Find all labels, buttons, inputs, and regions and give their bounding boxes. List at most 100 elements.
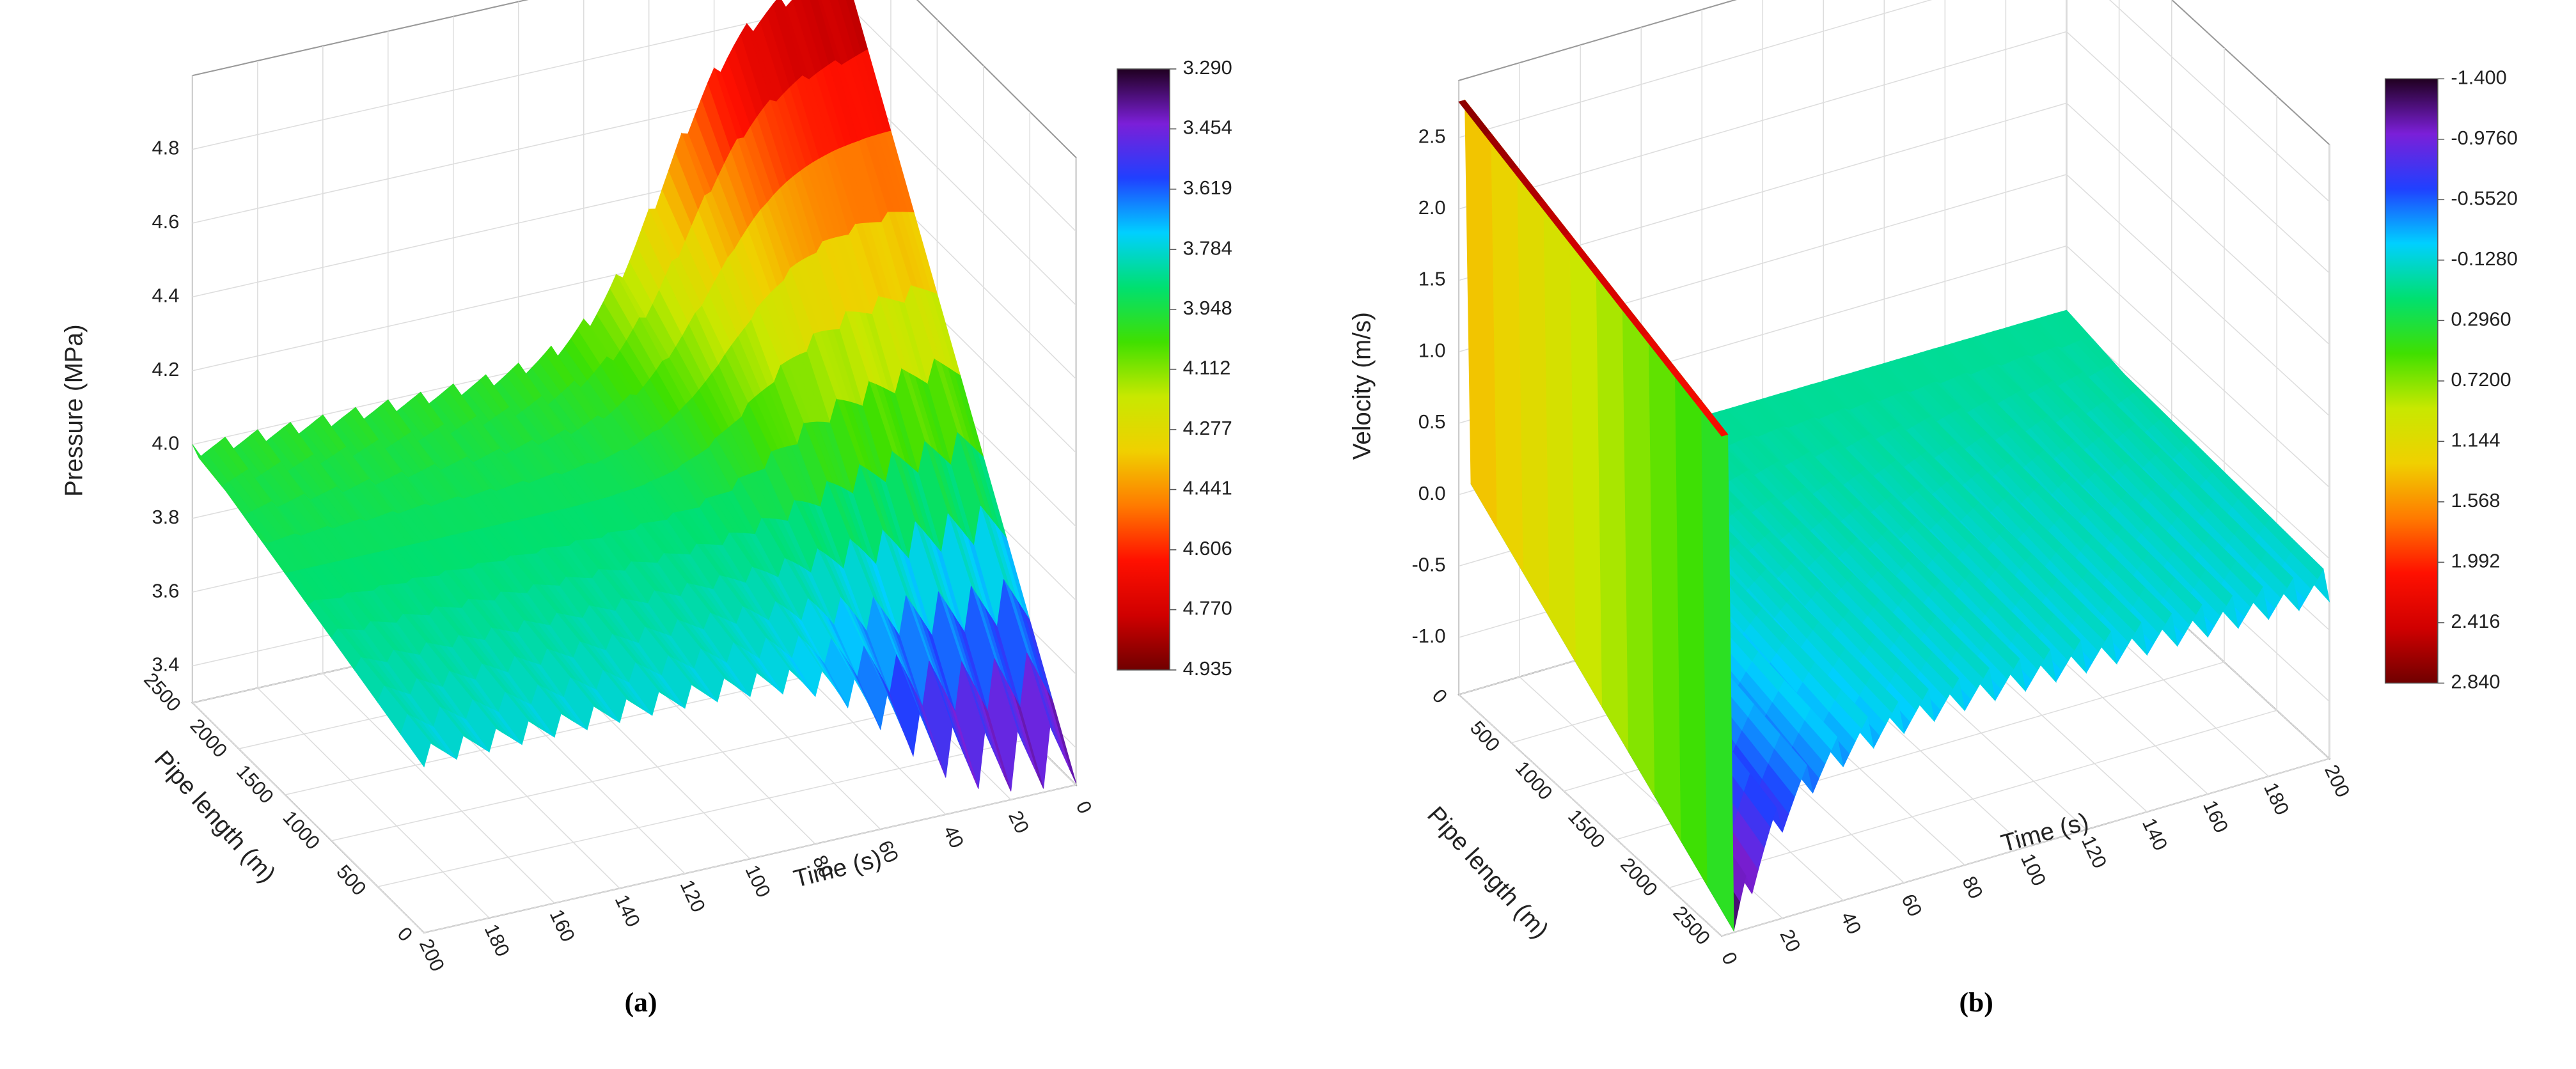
x-tick-label: 120 bbox=[676, 877, 710, 916]
x-tick-label: 20 bbox=[1004, 808, 1033, 837]
colorbar-tick-label: 4.770 bbox=[1183, 597, 1232, 620]
surface-patch bbox=[400, 714, 431, 768]
colorbar-tick-label: 4.606 bbox=[1183, 537, 1232, 559]
z-tick-label: 2.0 bbox=[1418, 196, 1446, 219]
z-tick-label: -0.5 bbox=[1411, 554, 1445, 576]
colorbar-tick-label: 3.619 bbox=[1183, 176, 1232, 199]
colorbar-tick-label: -0.5520 bbox=[2451, 187, 2518, 209]
x-tick-label: 100 bbox=[741, 862, 775, 901]
z-tick-label: 1.5 bbox=[1418, 268, 1446, 290]
colorbar-tick-label: 4.441 bbox=[1183, 477, 1232, 499]
grid-line bbox=[192, 702, 425, 933]
colorbar-tick-label: -0.9760 bbox=[2451, 127, 2518, 149]
x-tick-label: 20 bbox=[1775, 926, 1805, 955]
x-tick-label: 200 bbox=[415, 935, 449, 974]
grid-line bbox=[844, 1, 1077, 232]
colorbar bbox=[2384, 78, 2439, 684]
x-tick-label: 200 bbox=[2320, 761, 2354, 800]
colorbar-tick-label: 3.784 bbox=[1183, 237, 1232, 259]
surface bbox=[192, 0, 1077, 792]
colorbar-tick-label: -0.1280 bbox=[2451, 247, 2518, 270]
y-tick-label: 1000 bbox=[278, 806, 324, 854]
x-tick-label: 40 bbox=[1836, 909, 1865, 938]
x-tick-label: 140 bbox=[2138, 815, 2172, 854]
z-axis-title: Pressure (MPa) bbox=[61, 324, 88, 497]
z-tick-label: 4.8 bbox=[152, 137, 180, 159]
x-tick-label: 0 bbox=[1072, 797, 1097, 816]
x-tick-label: 80 bbox=[1958, 873, 1987, 902]
z-tick-label: 4.4 bbox=[152, 285, 180, 307]
z-axis-title: Velocity (m/s) bbox=[1348, 312, 1376, 460]
z-tick-label: 0.0 bbox=[1418, 482, 1446, 504]
grid-line bbox=[257, 687, 490, 919]
chart-panel: -1.0 -0.5 0.0 0.5 1.0 1.5 2.0 2.5 0 20 40 60 80 100 12… bbox=[1348, 0, 2518, 1018]
colorbar-tick-label: 3.948 bbox=[1183, 297, 1232, 319]
x-axis-title: Time (s) bbox=[1998, 808, 2091, 858]
z-tick-label: 3.4 bbox=[152, 653, 180, 676]
grid-line bbox=[2066, 316, 2330, 559]
grid-line bbox=[2109, 0, 2330, 202]
x-tick-label: 120 bbox=[2077, 832, 2111, 871]
colorbar bbox=[1117, 68, 1170, 671]
colorbar-tick-label: 1.568 bbox=[2451, 489, 2500, 511]
z-tick-label: 4.0 bbox=[152, 432, 180, 454]
z-tick-label: 3.8 bbox=[152, 506, 180, 528]
y-tick-label: 2500 bbox=[1669, 901, 1715, 949]
y-tick-label: 1500 bbox=[232, 760, 278, 808]
colorbar-tick-label: 4.935 bbox=[1183, 657, 1232, 680]
grid-line bbox=[1721, 758, 2330, 937]
chart-panel: 3.43.63.84.04.24.44.64.80204060801001201… bbox=[61, 0, 1232, 1018]
grid-line bbox=[377, 738, 1030, 887]
x-tick-label: 160 bbox=[546, 906, 579, 945]
y-tick-label: 0 bbox=[393, 923, 417, 946]
colorbar-tick-label: 1.992 bbox=[2451, 550, 2500, 572]
y-tick-label: 1000 bbox=[1511, 756, 1557, 804]
surface bbox=[1458, 99, 2330, 932]
colorbar-tick-label: 2.416 bbox=[2451, 610, 2500, 632]
grid-line bbox=[322, 673, 555, 904]
colorbar-tick-label: 0.2960 bbox=[2451, 308, 2511, 330]
z-tick-label: 3.6 bbox=[152, 579, 180, 602]
panel-label: (b) bbox=[1959, 987, 1993, 1018]
x-tick-label: 0 bbox=[1717, 949, 1742, 968]
y-tick-label: 2000 bbox=[186, 714, 232, 761]
grid-line bbox=[2066, 31, 2330, 274]
x-tick-label: 180 bbox=[480, 921, 514, 960]
grid-line bbox=[2066, 246, 2330, 488]
x-tick-label: 180 bbox=[2259, 779, 2293, 818]
grid-line bbox=[2066, 174, 2330, 417]
y-axis-title: Pipe length (m) bbox=[149, 745, 281, 888]
y-tick-label: 500 bbox=[1466, 717, 1504, 756]
z-tick-label: 1.0 bbox=[1418, 339, 1446, 361]
y-tick-label: 500 bbox=[332, 861, 370, 900]
z-tick-label: 4.2 bbox=[152, 358, 180, 380]
x-tick-label: 160 bbox=[2199, 797, 2233, 836]
colorbar-tick-label: 4.112 bbox=[1183, 357, 1231, 379]
panel-label: (a) bbox=[625, 987, 657, 1018]
y-tick-label: 0 bbox=[1428, 685, 1452, 708]
colorbar-tick-label: 2.840 bbox=[2451, 671, 2500, 693]
z-tick-label: 4.6 bbox=[152, 210, 180, 233]
colorbar-tick-label: 3.454 bbox=[1183, 116, 1232, 139]
x-tick-label: 140 bbox=[611, 891, 645, 930]
z-tick-label: 0.5 bbox=[1418, 410, 1446, 433]
colorbar-tick-label: -1.400 bbox=[2451, 66, 2506, 88]
colorbar-tick-label: 4.277 bbox=[1183, 417, 1232, 439]
colorbar-tick-label: 0.7200 bbox=[2451, 368, 2511, 391]
y-axis-title: Pipe length (m) bbox=[1422, 801, 1554, 944]
x-axis-title: Time (s) bbox=[791, 845, 884, 893]
z-tick-label: 2.5 bbox=[1418, 125, 1446, 147]
grid-line bbox=[1669, 710, 2277, 889]
x-tick-label: 40 bbox=[939, 822, 968, 852]
x-tick-label: 60 bbox=[1897, 891, 1926, 920]
colorbar-tick-label: 1.144 bbox=[2451, 429, 2500, 451]
z-tick-label: -1.0 bbox=[1411, 625, 1445, 647]
x-tick-label: 100 bbox=[2016, 850, 2050, 889]
grid-line bbox=[1458, 694, 1722, 937]
y-tick-label: 1500 bbox=[1564, 805, 1610, 852]
grid-line bbox=[423, 784, 1076, 933]
surface-patch bbox=[1695, 400, 1729, 437]
colorbar-tick-label: 3.290 bbox=[1183, 56, 1232, 79]
